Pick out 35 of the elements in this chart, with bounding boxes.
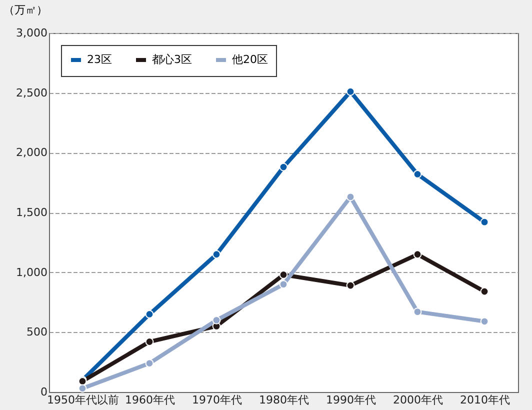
x-tick-label: 1990年代 [326, 394, 376, 406]
x-tick-label: 1960年代 [125, 394, 175, 406]
point [346, 192, 355, 202]
y-tick-label: 3,000 [16, 26, 48, 40]
point [279, 280, 288, 288]
y-tick-label: 2,000 [16, 146, 48, 160]
point [212, 316, 221, 324]
point [145, 338, 154, 346]
point [212, 250, 221, 259]
y-axis-title: （万㎡） [4, 4, 48, 16]
legend-label: 23区 [87, 53, 112, 66]
point [413, 250, 422, 259]
point [145, 359, 154, 368]
point [480, 287, 489, 296]
x-tick-label: 1980年代 [259, 394, 309, 406]
y-tick-label: 500 [26, 326, 48, 339]
y-tick-label: 1,000 [16, 266, 48, 279]
point [413, 170, 422, 178]
y-tick-label: 1,500 [16, 206, 48, 219]
legend-label: 他20区 [232, 53, 268, 66]
point [346, 87, 355, 96]
point [78, 384, 87, 393]
y-tick-label: 2,500 [16, 86, 48, 100]
point [480, 218, 489, 226]
legend-label: 都心3区 [152, 53, 192, 66]
x-tick-label: 2000年代 [393, 394, 443, 406]
x-tick-label: 1970年代 [192, 394, 242, 406]
y-tick-label: 0 [40, 386, 48, 398]
x-tick-label: 1950年代以前 [47, 394, 119, 406]
x-tick-label: 2010年代 [460, 394, 510, 406]
point [279, 270, 288, 279]
point [145, 310, 154, 318]
point [346, 281, 355, 290]
point [279, 162, 288, 172]
point [480, 317, 489, 326]
